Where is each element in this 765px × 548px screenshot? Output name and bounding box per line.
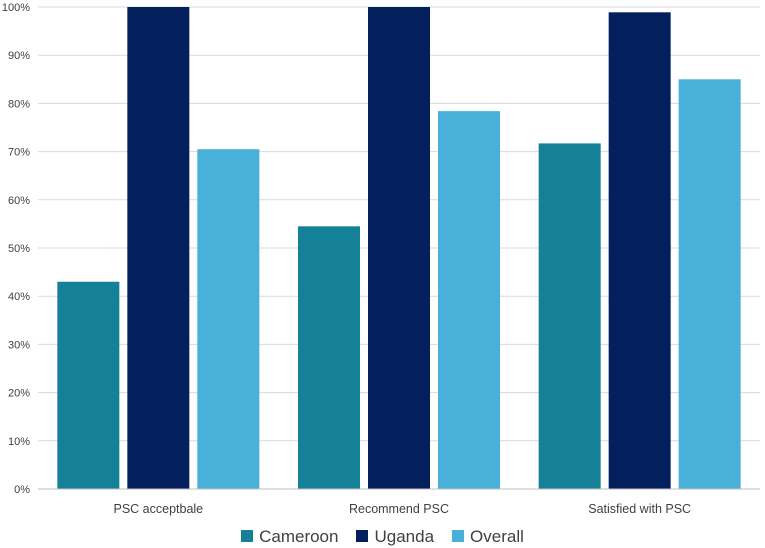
legend-swatch xyxy=(241,530,254,542)
y-tick-label: 10% xyxy=(8,436,30,448)
bar-cameroon-3 xyxy=(538,143,601,489)
legend-item-overall: Overall xyxy=(452,528,524,545)
y-tick-label: 100% xyxy=(2,2,30,14)
bars xyxy=(57,7,741,490)
y-axis-ticks: 0% 10% 20% 30% 40% 50% 60% 70% 80% 90% 100% xyxy=(2,2,30,496)
bar-uganda-2 xyxy=(368,7,430,489)
bar-overall-2 xyxy=(438,111,500,489)
y-tick-label: 0% xyxy=(14,484,30,496)
bar-cameroon-1 xyxy=(57,281,120,489)
bar-uganda-3 xyxy=(608,12,671,489)
y-tick-label: 30% xyxy=(8,339,30,351)
bar-uganda-1 xyxy=(127,7,190,489)
y-tick-label: 70% xyxy=(8,147,30,159)
legend-swatch xyxy=(356,530,369,542)
legend-swatch xyxy=(452,530,465,542)
x-category-label: Satisfied with PSC xyxy=(588,502,691,516)
bar-overall-1 xyxy=(197,149,260,489)
y-tick-label: 50% xyxy=(8,243,30,255)
x-axis-categories: PSC acceptbale Recommend PSC Satisfied wit… xyxy=(114,502,692,516)
bar-cameroon-2 xyxy=(298,226,360,489)
y-tick-label: 90% xyxy=(8,50,30,62)
legend-item-cameroon: Cameroon xyxy=(241,528,338,545)
y-tick-label: 20% xyxy=(8,388,30,400)
legend: Cameroon Uganda Overall xyxy=(0,525,765,547)
y-tick-label: 60% xyxy=(8,195,30,207)
x-category-label: Recommend PSC xyxy=(349,502,449,516)
legend-item-uganda: Uganda xyxy=(356,528,434,545)
legend-label: Overall xyxy=(470,526,524,546)
x-category-label: PSC acceptbale xyxy=(114,502,204,516)
y-tick-label: 40% xyxy=(8,291,30,303)
legend-label: Cameroon xyxy=(259,526,339,546)
y-tick-label: 80% xyxy=(8,98,30,110)
bar-overall-3 xyxy=(678,79,741,490)
legend-label: Uganda xyxy=(374,526,435,546)
